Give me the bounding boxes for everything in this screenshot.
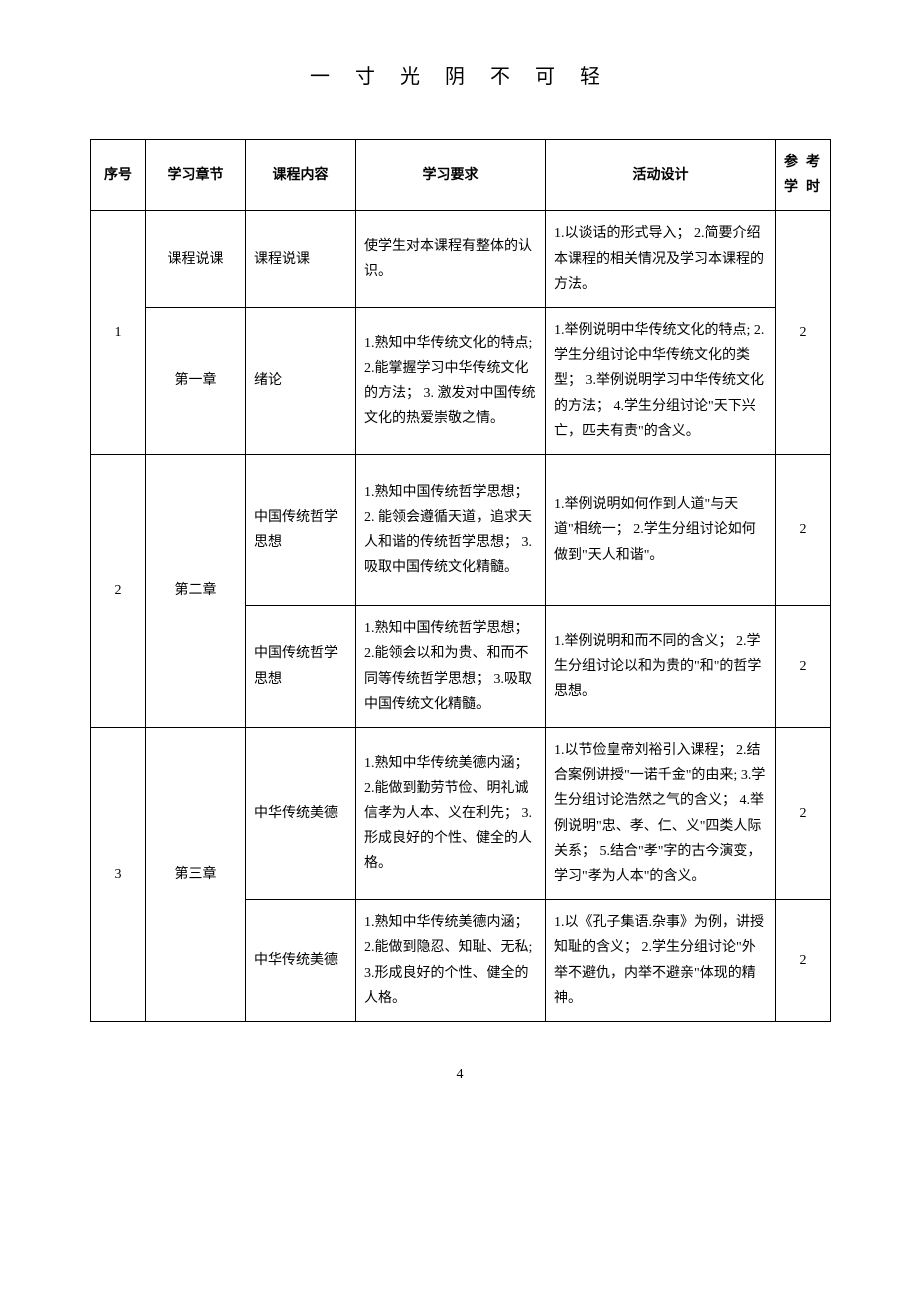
col-header-hours: 参 考 学时 [776, 140, 831, 211]
cell-requirement: 1.熟知中华传统文化的特点; 2.能掌握学习中华传统文化的方法； 3. 激发对中… [356, 307, 546, 454]
cell-chapter: 课程说课 [146, 211, 246, 308]
col-header-requirement: 学习要求 [356, 140, 546, 211]
cell-requirement: 1.熟知中华传统美德内涵； 2.能做到隐忍、知耻、无私; 3.形成良好的个性、健… [356, 900, 546, 1022]
cell-seq: 1 [91, 211, 146, 455]
cell-content: 中华传统美德 [246, 900, 356, 1022]
cell-content: 中国传统哲学思想 [246, 454, 356, 605]
table-row: 第一章 绪论 1.熟知中华传统文化的特点; 2.能掌握学习中华传统文化的方法； … [91, 307, 831, 454]
cell-activity: 1.举例说明和而不同的含义； 2.学生分组讨论以和为贵的"和"的哲学思想。 [546, 606, 776, 728]
col-header-seq: 序号 [91, 140, 146, 211]
document-page: 一 寸 光 阴 不 可 轻 序号 学习章节 课程内容 学习要求 活动设计 参 考… [0, 0, 920, 1123]
cell-hours: 2 [776, 454, 831, 605]
cell-activity: 1.以谈话的形式导入； 2.简要介绍本课程的相关情况及学习本课程的方法。 [546, 211, 776, 308]
col-header-content: 课程内容 [246, 140, 356, 211]
cell-requirement: 1.熟知中国传统哲学思想； 2.能领会以和为贵、和而不同等传统哲学思想； 3.吸… [356, 606, 546, 728]
table-row: 2 第二章 中国传统哲学思想 1.熟知中国传统哲学思想； 2. 能领会遵循天道，… [91, 454, 831, 605]
cell-hours: 2 [776, 211, 831, 455]
cell-content: 课程说课 [246, 211, 356, 308]
cell-content: 绪论 [246, 307, 356, 454]
cell-content: 中国传统哲学思想 [246, 606, 356, 728]
cell-chapter: 第二章 [146, 454, 246, 727]
col-header-chapter: 学习章节 [146, 140, 246, 211]
table-header-row: 序号 学习章节 课程内容 学习要求 活动设计 参 考 学时 [91, 140, 831, 211]
syllabus-table: 序号 学习章节 课程内容 学习要求 活动设计 参 考 学时 1 课程说课 课程说… [90, 139, 831, 1022]
table-row: 3 第三章 中华传统美德 1.熟知中华传统美德内涵； 2.能做到勤劳节俭、明礼诚… [91, 728, 831, 900]
cell-seq: 2 [91, 454, 146, 727]
table-row: 1 课程说课 课程说课 使学生对本课程有整体的认识。 1.以谈话的形式导入； 2… [91, 211, 831, 308]
cell-seq: 3 [91, 728, 146, 1022]
cell-content: 中华传统美德 [246, 728, 356, 900]
cell-requirement: 1.熟知中国传统哲学思想； 2. 能领会遵循天道，追求天人和谐的传统哲学思想； … [356, 454, 546, 605]
cell-activity: 1.举例说明中华传统文化的特点; 2.学生分组讨论中华传统文化的类型； 3.举例… [546, 307, 776, 454]
cell-requirement: 1.熟知中华传统美德内涵； 2.能做到勤劳节俭、明礼诚信孝为人本、义在利先； 3… [356, 728, 546, 900]
cell-hours: 2 [776, 728, 831, 900]
page-header: 一 寸 光 阴 不 可 轻 [90, 60, 830, 89]
cell-activity: 1.以节俭皇帝刘裕引入课程； 2.结合案例讲授"一诺千金"的由来; 3.学生分组… [546, 728, 776, 900]
cell-hours: 2 [776, 900, 831, 1022]
col-header-activity: 活动设计 [546, 140, 776, 211]
cell-requirement: 使学生对本课程有整体的认识。 [356, 211, 546, 308]
page-number: 4 [90, 1067, 830, 1083]
cell-chapter: 第一章 [146, 307, 246, 454]
cell-activity: 1.以《孔子集语.杂事》为例，讲授知耻的含义； 2.学生分组讨论"外举不避仇，内… [546, 900, 776, 1022]
cell-chapter: 第三章 [146, 728, 246, 1022]
cell-activity: 1.举例说明如何作到人道"与天道"相统一； 2.学生分组讨论如何做到"天人和谐"… [546, 454, 776, 605]
cell-hours: 2 [776, 606, 831, 728]
